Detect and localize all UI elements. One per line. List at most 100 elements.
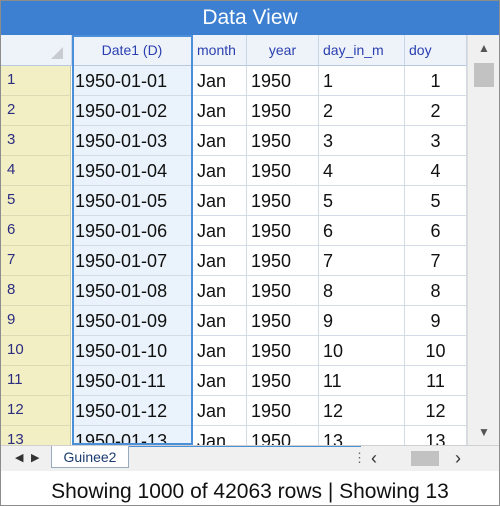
cell-month[interactable]: Jan [193,336,247,366]
row-number[interactable]: 2 [1,96,71,126]
cell-date[interactable]: 1950-01-08 [72,276,193,306]
row-number[interactable]: 10 [1,336,71,366]
cell-year[interactable]: 1950 [247,66,319,96]
scroll-left-icon[interactable]: ‹ [371,448,377,468]
table-row[interactable]: 13 1950-01-13 Jan 1950 13 13 [1,426,467,445]
table-row[interactable]: 6 1950-01-06 Jan 1950 6 6 [1,216,467,246]
cell-day[interactable]: 5 [319,186,405,216]
cell-date[interactable]: 1950-01-05 [72,186,193,216]
sheet-tab-guinee2[interactable]: Guinee2 [51,446,129,468]
column-header-year[interactable]: year [247,35,319,66]
cell-doy[interactable]: 3 [405,126,467,156]
cell-month[interactable]: Jan [193,306,247,336]
data-grid[interactable]: Date1 (D) month year day_in_m doy 1 1950-… [1,35,467,445]
table-row[interactable]: 5 1950-01-05 Jan 1950 5 5 [1,186,467,216]
cell-day[interactable]: 4 [319,156,405,186]
cell-month[interactable]: Jan [193,186,247,216]
cell-day[interactable]: 9 [319,306,405,336]
table-row[interactable]: 2 1950-01-02 Jan 1950 2 2 [1,96,467,126]
cell-year[interactable]: 1950 [247,246,319,276]
column-header-day-in-month[interactable]: day_in_m [319,35,405,66]
table-row[interactable]: 4 1950-01-04 Jan 1950 4 4 [1,156,467,186]
cell-day[interactable]: 3 [319,126,405,156]
row-number[interactable]: 4 [1,156,71,186]
cell-doy[interactable]: 6 [405,216,467,246]
cell-month[interactable]: Jan [193,96,247,126]
column-header-doy[interactable]: doy [405,35,467,66]
table-row[interactable]: 3 1950-01-03 Jan 1950 3 3 [1,126,467,156]
scroll-up-icon[interactable]: ▲ [478,41,490,55]
cell-date[interactable]: 1950-01-07 [72,246,193,276]
row-number[interactable]: 12 [1,396,71,426]
cell-year[interactable]: 1950 [247,396,319,426]
row-number[interactable]: 11 [1,366,71,396]
cell-month[interactable]: Jan [193,126,247,156]
cell-doy[interactable]: 12 [405,396,467,426]
cell-year[interactable]: 1950 [247,126,319,156]
splitter-handle-icon[interactable]: ⋮ [353,450,366,465]
row-number[interactable]: 13 [1,426,71,445]
column-header-month[interactable]: month [193,35,247,66]
cell-day[interactable]: 13 [319,426,405,445]
vertical-scroll-thumb[interactable] [474,63,494,87]
cell-date[interactable]: 1950-01-06 [72,216,193,246]
row-number[interactable]: 9 [1,306,71,336]
cell-day[interactable]: 12 [319,396,405,426]
cell-date[interactable]: 1950-01-04 [72,156,193,186]
cell-month[interactable]: Jan [193,246,247,276]
cell-doy[interactable]: 4 [405,156,467,186]
table-row[interactable]: 12 1950-01-12 Jan 1950 12 12 [1,396,467,426]
cell-year[interactable]: 1950 [247,336,319,366]
row-number[interactable]: 3 [1,126,71,156]
cell-year[interactable]: 1950 [247,186,319,216]
cell-year[interactable]: 1950 [247,426,319,445]
cell-date[interactable]: 1950-01-03 [72,126,193,156]
cell-month[interactable]: Jan [193,396,247,426]
cell-day[interactable]: 1 [319,66,405,96]
cell-year[interactable]: 1950 [247,156,319,186]
row-number[interactable]: 1 [1,66,71,96]
cell-day[interactable]: 7 [319,246,405,276]
cell-doy[interactable]: 5 [405,186,467,216]
table-row[interactable]: 11 1950-01-11 Jan 1950 11 11 [1,366,467,396]
cell-date[interactable]: 1950-01-12 [72,396,193,426]
cell-doy[interactable]: 10 [405,336,467,366]
cell-date[interactable]: 1950-01-09 [72,306,193,336]
cell-month[interactable]: Jan [193,156,247,186]
cell-date[interactable]: 1950-01-13 [72,426,193,445]
column-header-date[interactable]: Date1 (D) [72,35,193,66]
row-number[interactable]: 8 [1,276,71,306]
cell-day[interactable]: 2 [319,96,405,126]
cell-year[interactable]: 1950 [247,276,319,306]
row-number[interactable]: 7 [1,246,71,276]
horizontal-scroll-thumb[interactable] [411,451,439,466]
cell-day[interactable]: 11 [319,366,405,396]
tab-next-icon[interactable]: ▶ [31,452,40,464]
cell-year[interactable]: 1950 [247,96,319,126]
cell-doy[interactable]: 9 [405,306,467,336]
cell-date[interactable]: 1950-01-02 [72,96,193,126]
row-number[interactable]: 5 [1,186,71,216]
scroll-right-icon[interactable]: › [455,448,461,468]
table-row[interactable]: 9 1950-01-09 Jan 1950 9 9 [1,306,467,336]
table-row[interactable]: 1 1950-01-01 Jan 1950 1 1 [1,66,467,96]
cell-doy[interactable]: 8 [405,276,467,306]
table-row[interactable]: 7 1950-01-07 Jan 1950 7 7 [1,246,467,276]
cell-doy[interactable]: 1 [405,66,467,96]
scroll-down-icon[interactable]: ▼ [478,425,490,439]
cell-date[interactable]: 1950-01-10 [72,336,193,366]
cell-day[interactable]: 10 [319,336,405,366]
cell-doy[interactable]: 13 [405,426,467,445]
cell-doy[interactable]: 7 [405,246,467,276]
cell-doy[interactable]: 2 [405,96,467,126]
cell-date[interactable]: 1950-01-01 [72,66,193,96]
vertical-scrollbar[interactable]: ▲ ▼ [467,35,499,445]
cell-month[interactable]: Jan [193,366,247,396]
cell-year[interactable]: 1950 [247,216,319,246]
select-all-corner[interactable] [1,35,72,66]
cell-month[interactable]: Jan [193,216,247,246]
cell-month[interactable]: Jan [193,426,247,445]
cell-month[interactable]: Jan [193,66,247,96]
table-row[interactable]: 8 1950-01-08 Jan 1950 8 8 [1,276,467,306]
row-number[interactable]: 6 [1,216,71,246]
